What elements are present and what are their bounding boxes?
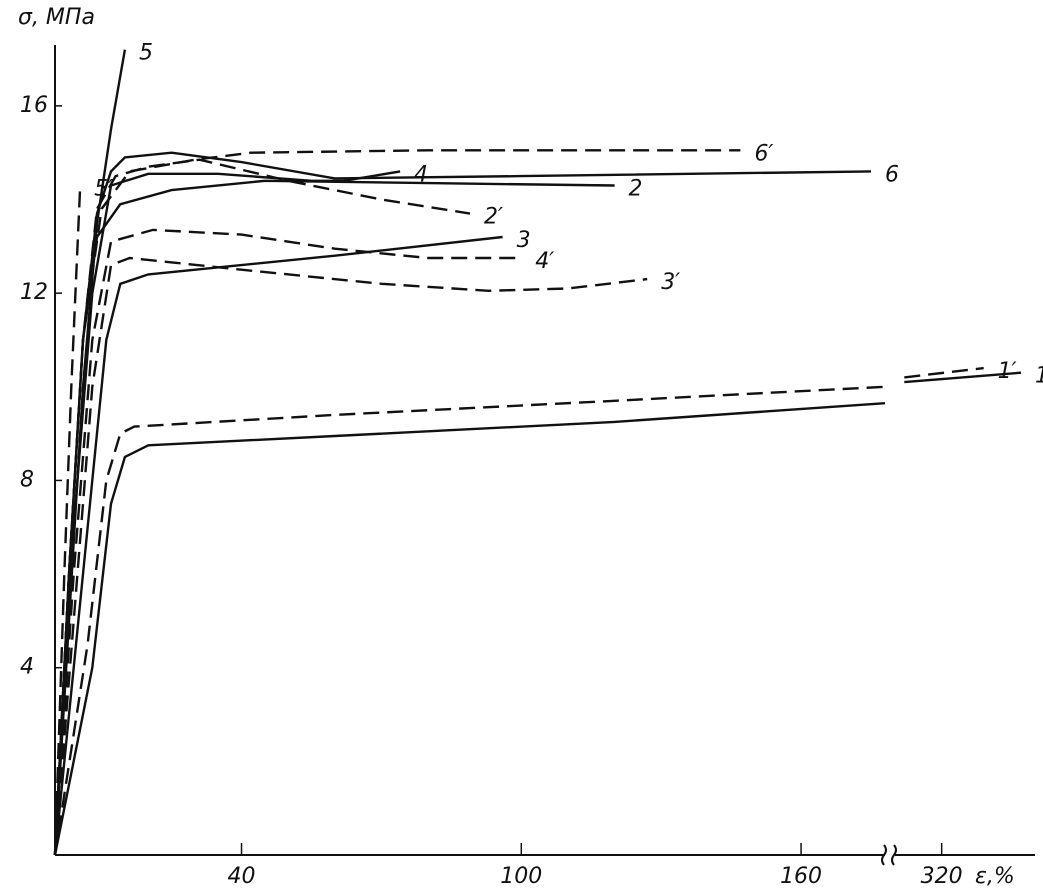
series-label: 4′ bbox=[535, 249, 554, 274]
series-label: 6′ bbox=[754, 141, 773, 166]
series-label: 6 bbox=[885, 162, 899, 187]
series-label: 2 bbox=[629, 176, 643, 201]
x-tick-label: 100 bbox=[500, 864, 542, 889]
series-label: 2′ bbox=[484, 205, 503, 230]
break-mark bbox=[891, 844, 897, 866]
series-label: 1 bbox=[1035, 364, 1043, 389]
series-label: 5 bbox=[139, 41, 153, 66]
x-tick-label: 160 bbox=[780, 864, 822, 889]
y-axis-label: σ, МПа bbox=[18, 5, 95, 30]
series-line bbox=[53, 228, 522, 856]
series-label: 3 bbox=[517, 228, 531, 253]
series-line bbox=[53, 49, 127, 856]
y-tick-label: 4 bbox=[20, 655, 34, 680]
series-label: 1′ bbox=[998, 359, 1017, 384]
series-line bbox=[53, 235, 503, 856]
series-line bbox=[53, 185, 82, 856]
series-line bbox=[53, 170, 401, 856]
x-axis-label: ε,% bbox=[975, 864, 1015, 889]
y-tick-label: 8 bbox=[20, 467, 34, 492]
series-line bbox=[53, 256, 648, 856]
series-label: 3′ bbox=[661, 270, 680, 295]
y-tick-label: 12 bbox=[20, 280, 48, 305]
series-line bbox=[53, 179, 615, 856]
series-line bbox=[53, 366, 984, 856]
y-tick-label: 16 bbox=[20, 93, 48, 118]
x-tick-label: 40 bbox=[228, 864, 256, 889]
series-line bbox=[53, 371, 1022, 856]
x-tick-label: 320 bbox=[921, 864, 963, 889]
series-line bbox=[53, 149, 741, 856]
series-label: 4 bbox=[414, 162, 428, 187]
